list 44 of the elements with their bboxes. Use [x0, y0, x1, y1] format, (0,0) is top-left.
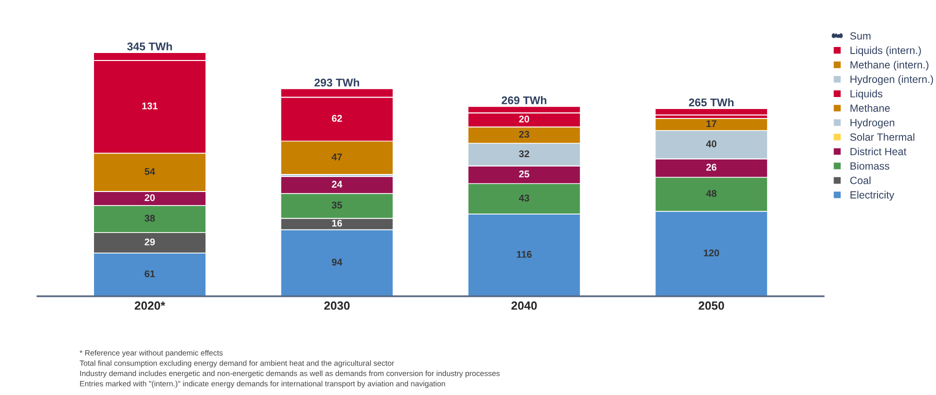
legend-label: Solar Thermal	[850, 133, 914, 141]
legend-label: Electricity	[850, 190, 894, 201]
bar	[654, 108, 768, 116]
data-label: 16	[332, 220, 342, 227]
data-label: 35	[332, 202, 342, 209]
data-label: 61	[144, 270, 155, 278]
data-label: 116	[516, 250, 532, 258]
data-label: 23	[519, 130, 530, 138]
total-label: 293 TWh	[314, 78, 360, 87]
legend-label: Coal	[850, 176, 870, 184]
data-label: 120	[704, 249, 720, 256]
data-label: 94	[332, 258, 342, 266]
data-label: 25	[519, 170, 530, 178]
data-label: 26	[706, 164, 716, 171]
x-tick-label: 2030	[324, 301, 350, 310]
total-label: 345 TWh	[127, 42, 172, 50]
data-label: 48	[706, 190, 716, 197]
data-label: 17	[706, 120, 716, 128]
x-tick-label: 2020*	[134, 301, 166, 310]
legend-label: Methane (intern.)	[850, 60, 928, 71]
data-label: 62	[332, 114, 342, 122]
legend-label: Liquids (intern.)	[850, 46, 921, 56]
legend-label: Hydrogen	[850, 118, 894, 128]
legend-label: District Heat	[850, 148, 906, 156]
data-label: 32	[518, 150, 530, 158]
data-label: 54	[144, 168, 156, 175]
legend-label: Methane	[850, 104, 890, 112]
total-label: 269 TWh	[502, 96, 546, 104]
data-label: 24	[332, 180, 342, 188]
data-label: 43	[518, 194, 530, 202]
legend-label: Hydrogen (intern.)	[850, 75, 934, 86]
legend-label: Liquids	[850, 90, 882, 100]
data-label: 47	[332, 154, 342, 160]
data-label: 20	[519, 116, 530, 122]
legend-label: Biomass	[850, 162, 890, 170]
legend-label: Sum	[850, 32, 870, 40]
total-label: 265 TWh	[688, 98, 734, 106]
data-label: 38	[144, 214, 155, 222]
x-tick-label: 2050	[698, 301, 724, 310]
data-label: 40	[706, 140, 716, 148]
data-label: 29	[144, 238, 155, 246]
x-tick-label: 2040	[511, 301, 537, 310]
data-label: 20	[144, 194, 155, 202]
data-label: 131	[142, 102, 158, 110]
